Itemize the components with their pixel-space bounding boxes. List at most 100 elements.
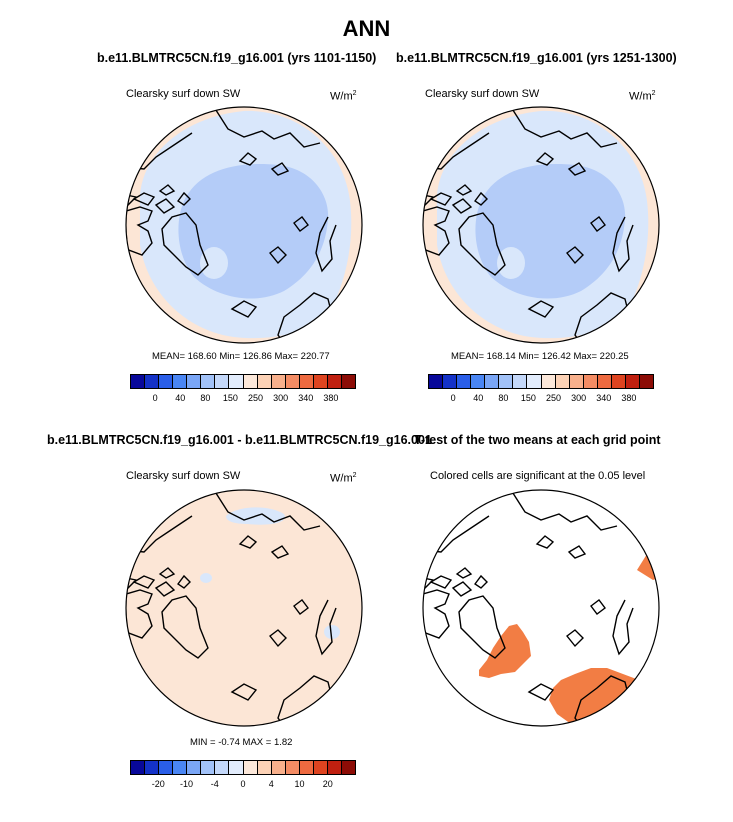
colorbar-swatch bbox=[471, 375, 486, 388]
panel1-stats: MEAN= 168.60 Min= 126.86 Max= 220.77 bbox=[152, 351, 330, 362]
mid-blue-patch bbox=[200, 573, 212, 583]
colorbar-swatch bbox=[485, 375, 500, 388]
colorbar-swatch bbox=[457, 375, 472, 388]
colorbar-swatch bbox=[229, 761, 244, 774]
panel1-map bbox=[125, 106, 363, 344]
panel3-map bbox=[125, 489, 363, 727]
colorbar-tick-label: 340 bbox=[596, 393, 612, 403]
colorbar-swatch bbox=[271, 375, 286, 388]
colorbar-swatch bbox=[201, 761, 216, 774]
colorbar-swatch bbox=[271, 761, 286, 774]
colorbar-tick-label: 300 bbox=[571, 393, 587, 403]
panel2-stats: MEAN= 168.14 Min= 126.42 Max= 220.25 bbox=[451, 351, 629, 362]
panel4-note: Colored cells are significant at the 0.0… bbox=[430, 470, 646, 482]
colorbar-swatch bbox=[187, 761, 202, 774]
colorbar-swatch bbox=[597, 375, 612, 388]
colorbar-tick-label: 40 bbox=[473, 393, 484, 403]
colorbar-tick-label: 80 bbox=[498, 393, 509, 403]
colorbar-swatch bbox=[201, 375, 216, 388]
colorbar-swatch bbox=[639, 375, 653, 388]
colorbar-swatch bbox=[625, 375, 640, 388]
mid-blue-patch bbox=[200, 247, 228, 279]
colorbar-swatch bbox=[243, 375, 258, 388]
colorbar-tick-label: 0 bbox=[240, 779, 246, 789]
panel3-case-title: b.e11.BLMTRC5CN.f19_g16.001 - b.e11.BLMT… bbox=[47, 433, 432, 447]
colorbar-swatch bbox=[341, 761, 355, 774]
colorbar-swatch bbox=[583, 375, 598, 388]
colorbar-swatch bbox=[243, 761, 258, 774]
colorbar-swatch bbox=[159, 761, 174, 774]
colorbar-swatch bbox=[341, 375, 355, 388]
colorbar-swatch bbox=[327, 761, 342, 774]
panel1-variable-label: Clearsky surf down SW bbox=[126, 88, 241, 100]
panel2-case-title: b.e11.BLMTRC5CN.f19_g16.001 (yrs 1251-13… bbox=[396, 51, 677, 65]
colorbar-swatch bbox=[145, 761, 160, 774]
panel2-colorbar bbox=[428, 374, 654, 389]
panel1-case-title: b.e11.BLMTRC5CN.f19_g16.001 (yrs 1101-11… bbox=[97, 51, 377, 65]
colorbar-swatch bbox=[131, 761, 146, 774]
colorbar-swatch bbox=[257, 375, 272, 388]
colorbar-swatch bbox=[187, 375, 202, 388]
colorbar-swatch bbox=[285, 761, 300, 774]
colorbar-swatch bbox=[569, 375, 584, 388]
colorbar-tick-label: -10 bbox=[179, 779, 194, 789]
colorbar-swatch bbox=[313, 761, 328, 774]
colorbar-tick-label: 20 bbox=[322, 779, 333, 789]
colorbar-tick-label: 340 bbox=[298, 393, 314, 403]
colorbar-swatch bbox=[257, 761, 272, 774]
colorbar-tick-label: 0 bbox=[450, 393, 456, 403]
mid-blue-patch bbox=[324, 625, 340, 639]
colorbar-swatch bbox=[555, 375, 570, 388]
colorbar-tick-label: 4 bbox=[268, 779, 274, 789]
colorbar-swatch bbox=[429, 375, 444, 388]
panel1-colorbar-ticks: 0 40 80 150 250 300 340 380 bbox=[130, 393, 356, 405]
panel4-case-title: T-test of the two means at each grid poi… bbox=[414, 433, 661, 447]
colorbar-tick-label: 0 bbox=[152, 393, 158, 403]
colorbar-swatch bbox=[131, 375, 146, 388]
colorbar-swatch bbox=[173, 761, 188, 774]
colorbar-swatch bbox=[173, 375, 188, 388]
colorbar-swatch bbox=[299, 375, 314, 388]
colorbar-swatch bbox=[513, 375, 528, 388]
colorbar-swatch bbox=[145, 375, 160, 388]
panel3-variable-label: Clearsky surf down SW bbox=[126, 470, 241, 482]
panel2-units-label: W/m2 bbox=[629, 90, 656, 103]
panel4-map bbox=[422, 489, 660, 727]
colorbar-tick-label: 150 bbox=[520, 393, 536, 403]
colorbar-tick-label: 380 bbox=[323, 393, 339, 403]
colorbar-swatch bbox=[215, 761, 230, 774]
colorbar-tick-label: -20 bbox=[151, 779, 165, 789]
colorbar-swatch bbox=[159, 375, 174, 388]
colorbar-swatch bbox=[229, 375, 244, 388]
panel3-colorbar bbox=[130, 760, 356, 775]
colorbar-swatch bbox=[215, 375, 230, 388]
colorbar-tick-label: 150 bbox=[222, 393, 238, 403]
colorbar-tick-label: 380 bbox=[621, 393, 637, 403]
colorbar-swatch bbox=[285, 375, 300, 388]
colorbar-swatch bbox=[299, 761, 314, 774]
colorbar-tick-label: 10 bbox=[294, 779, 305, 789]
panel3-colorbar-ticks: -20 -10 -4 0 4 10 20 bbox=[130, 779, 356, 791]
main-title: ANN bbox=[342, 16, 391, 41]
colorbar-swatch bbox=[541, 375, 556, 388]
colorbar-swatch bbox=[443, 375, 458, 388]
colorbar-tick-label: 40 bbox=[175, 393, 186, 403]
colorbar-tick-label: 250 bbox=[248, 393, 264, 403]
panel2-colorbar-ticks: 0 40 80 150 250 300 340 380 bbox=[428, 393, 654, 405]
panel3-units-label: W/m2 bbox=[330, 472, 357, 485]
panel2-variable-label: Clearsky surf down SW bbox=[425, 88, 540, 100]
panel1-colorbar bbox=[130, 374, 356, 389]
panel2-map bbox=[422, 106, 660, 344]
panel3-stats: MIN = -0.74 MAX = 1.82 bbox=[190, 737, 293, 748]
significant-region bbox=[479, 624, 531, 678]
colorbar-swatch bbox=[313, 375, 328, 388]
colorbar-swatch bbox=[611, 375, 626, 388]
mid-blue-patch bbox=[497, 247, 525, 279]
peach-region bbox=[126, 490, 362, 726]
colorbar-swatch bbox=[527, 375, 542, 388]
colorbar-tick-label: 80 bbox=[200, 393, 211, 403]
colorbar-tick-label: 300 bbox=[273, 393, 289, 403]
colorbar-tick-label: 250 bbox=[546, 393, 562, 403]
panel1-units-label: W/m2 bbox=[330, 90, 357, 103]
colorbar-swatch bbox=[499, 375, 514, 388]
